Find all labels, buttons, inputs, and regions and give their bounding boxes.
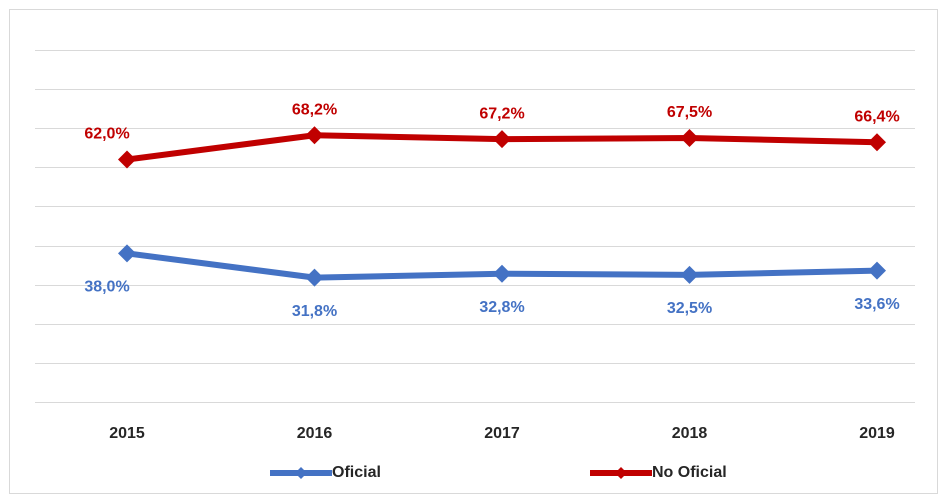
point-marker — [680, 129, 699, 147]
data-label: 33,6% — [854, 296, 899, 313]
data-label: 31,8% — [292, 303, 337, 320]
data-label: 67,5% — [667, 104, 712, 121]
point-marker — [493, 130, 511, 149]
data-label: 38,0% — [84, 279, 129, 296]
legend-label: No Oficial — [652, 464, 727, 481]
point-marker — [118, 150, 136, 169]
point-marker — [868, 133, 886, 152]
x-tick-label: 2019 — [859, 425, 895, 442]
x-tick-label: 2015 — [109, 425, 145, 442]
data-label: 67,2% — [479, 105, 524, 122]
x-tick-label: 2018 — [672, 425, 708, 442]
point-marker — [305, 126, 324, 145]
point-marker — [118, 244, 136, 263]
data-label: 32,5% — [667, 300, 712, 317]
data-label: 62,0% — [84, 126, 129, 143]
x-tick-label: 2016 — [297, 425, 333, 442]
legend-marker — [295, 467, 307, 479]
data-label: 32,8% — [479, 299, 524, 316]
x-tick-label: 2017 — [484, 425, 520, 442]
legend-label: Oficial — [332, 464, 381, 481]
point-marker — [305, 268, 324, 287]
chart-border — [9, 9, 938, 494]
point-marker — [868, 261, 886, 280]
legend-marker — [615, 467, 627, 479]
data-label: 68,2% — [292, 101, 337, 118]
point-marker — [493, 264, 511, 283]
point-marker — [680, 265, 699, 284]
data-label: 66,4% — [854, 109, 899, 126]
